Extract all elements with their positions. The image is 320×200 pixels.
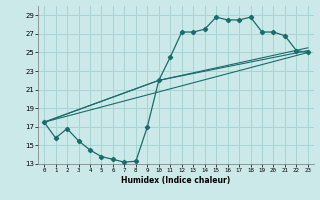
X-axis label: Humidex (Indice chaleur): Humidex (Indice chaleur)	[121, 176, 231, 185]
